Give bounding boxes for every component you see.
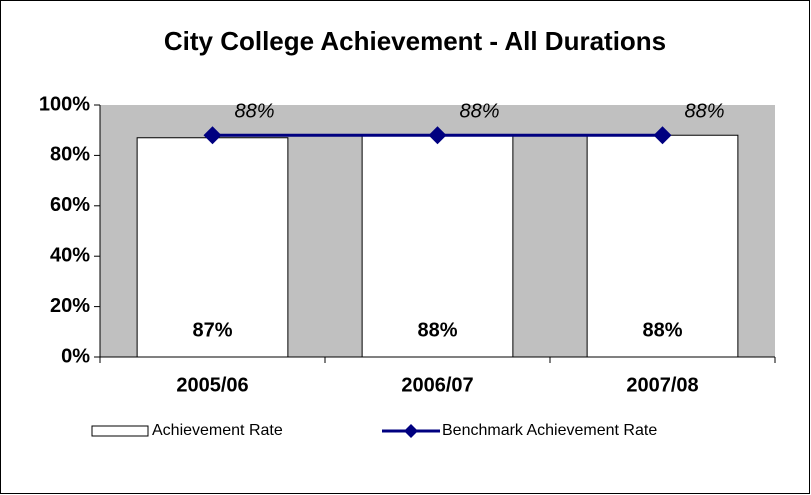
bar-value-label: 88% [417, 319, 457, 341]
bar-value-label: 87% [192, 319, 232, 341]
line-value-label: 88% [684, 101, 724, 123]
bar-value-label: 88% [642, 319, 682, 341]
legend-swatch [91, 425, 149, 437]
y-tick-label: 0% [61, 345, 90, 367]
x-tick-label: 2006/07 [401, 374, 473, 396]
marker [203, 126, 222, 145]
legend-marker [404, 424, 418, 438]
marker [653, 126, 672, 145]
line-value-label: 88% [459, 101, 499, 123]
y-tick-label: 20% [50, 295, 90, 317]
x-tick-label: 2007/08 [626, 374, 698, 396]
y-tick-label: 80% [50, 144, 90, 166]
line-value-label: 88% [234, 101, 274, 123]
chart-title: City College Achievement - All Durations [164, 26, 666, 56]
y-tick-label: 40% [50, 244, 90, 266]
bar [136, 137, 289, 358]
marker [428, 126, 447, 145]
bar [361, 134, 514, 358]
x-tick-label: 2005/06 [176, 374, 248, 396]
y-tick-label: 60% [50, 194, 90, 216]
legend-label: Achievement Rate [152, 422, 283, 439]
legend-label: Benchmark Achievement Rate [442, 422, 657, 439]
bar [586, 134, 739, 358]
y-tick-label: 100% [39, 93, 90, 115]
